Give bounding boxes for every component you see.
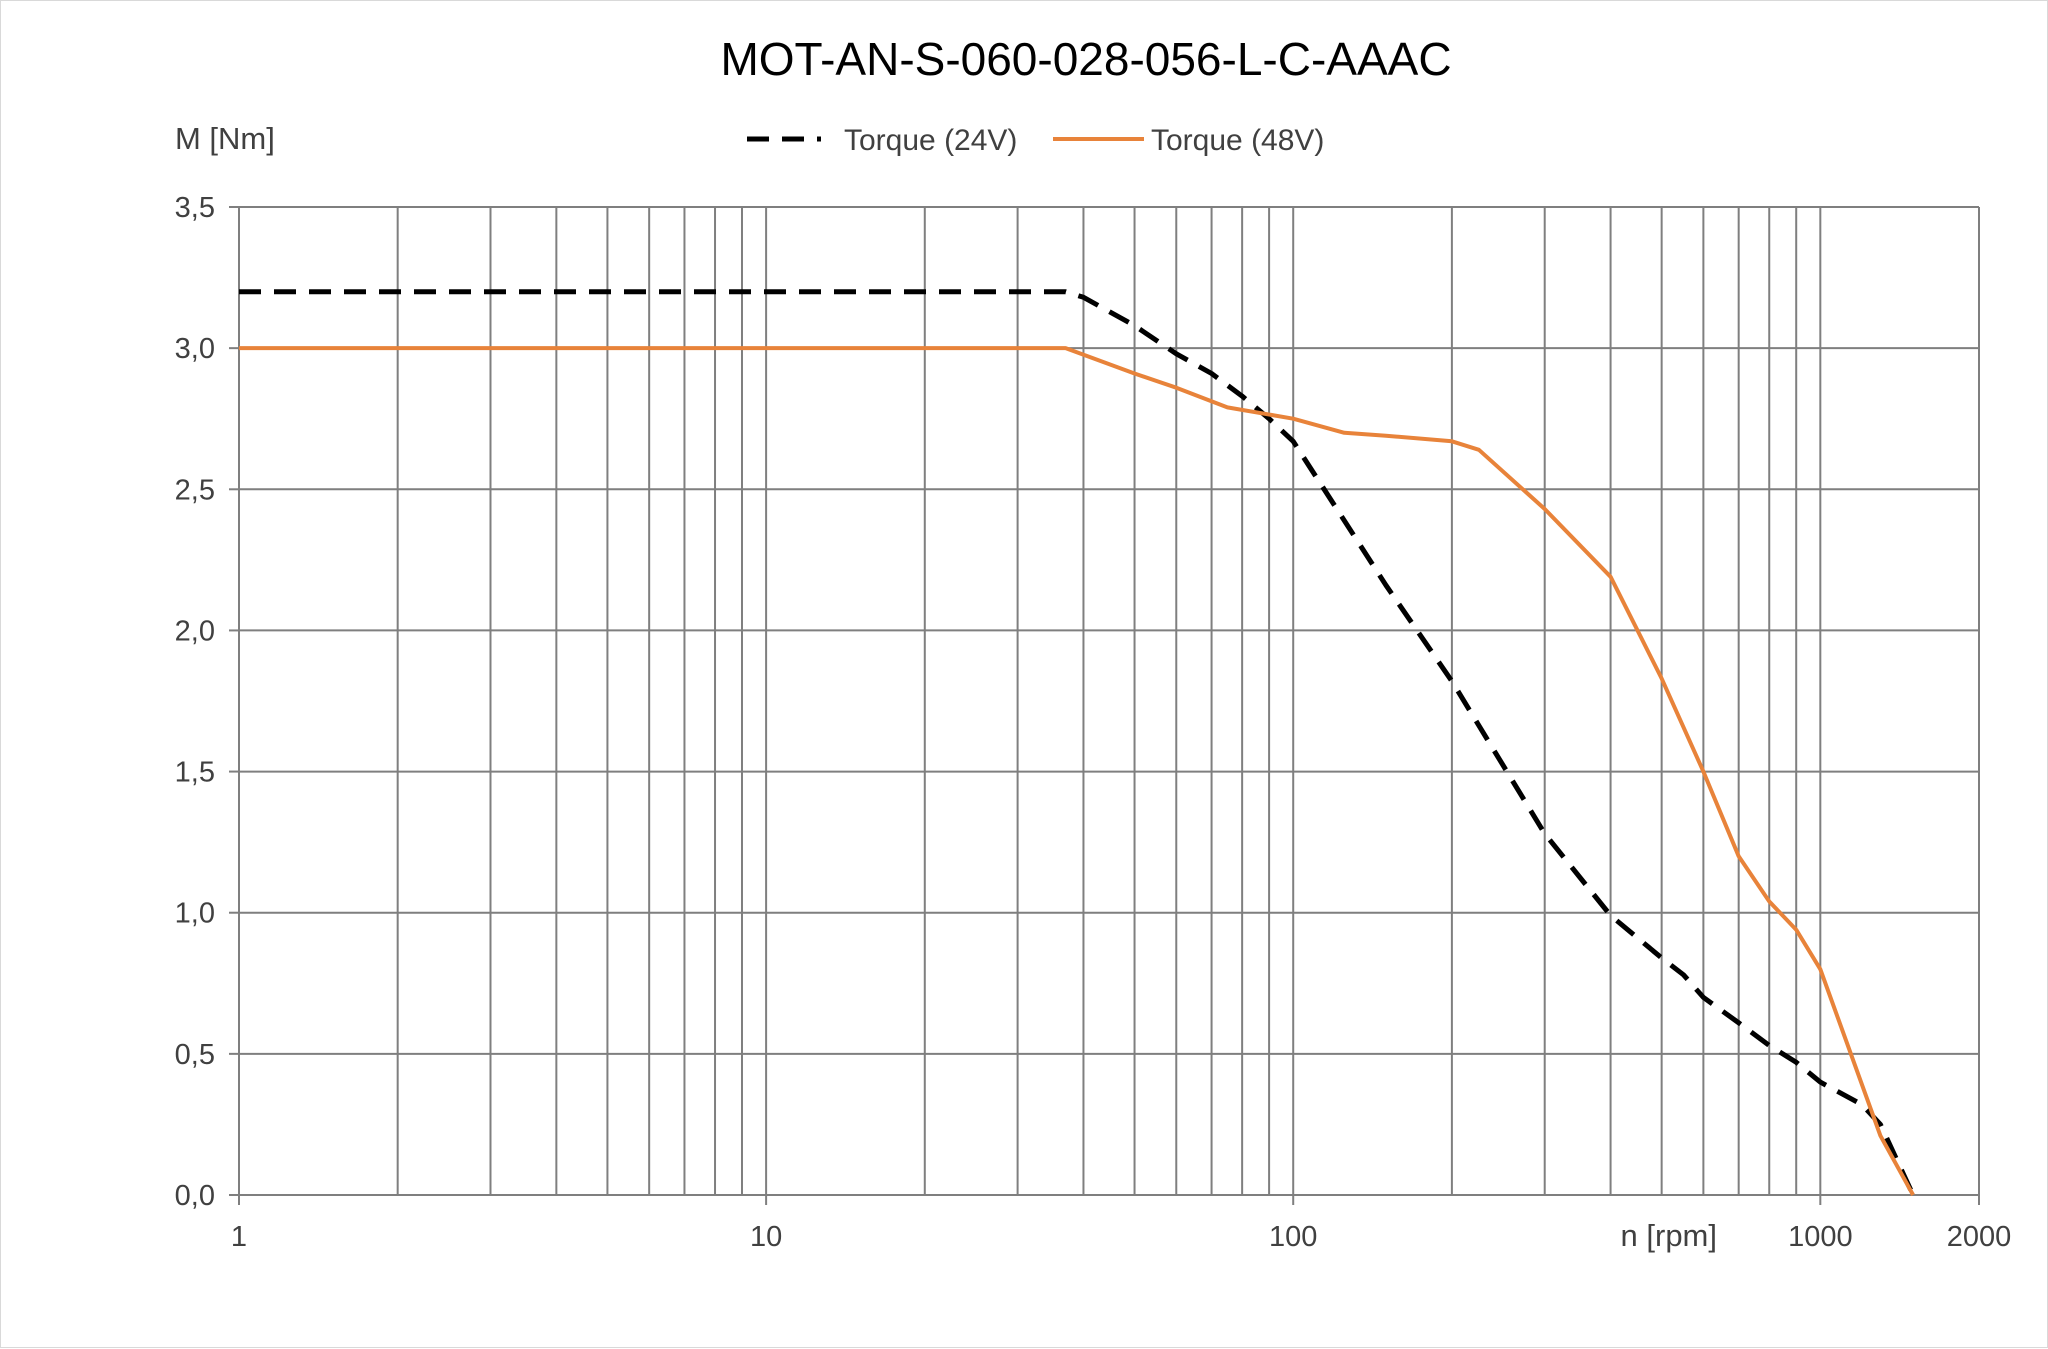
y-tick-label: 2,0 <box>175 615 215 647</box>
x-axis-label: n [rpm] <box>1621 1218 1717 1253</box>
y-tick-label: 1,0 <box>175 898 215 930</box>
y-tick-label: 1,5 <box>175 757 215 789</box>
series-lines <box>239 289 1916 1197</box>
y-tick-label: 0,0 <box>175 1180 215 1212</box>
y-tick-label: 0,5 <box>175 1039 215 1071</box>
x-tick-label: 100 <box>1269 1221 1317 1253</box>
x-tick-label: 1 <box>231 1221 247 1253</box>
legend-label-torque-48v: Torque (48V) <box>1151 124 1324 157</box>
x-tick-label: 2000 <box>1947 1221 2012 1253</box>
legend: Torque (24V) Torque (48V) <box>747 124 1324 157</box>
y-tick-label: 2,5 <box>175 474 215 506</box>
y-tick-label: 3,0 <box>175 333 215 365</box>
x-tick-label: 10 <box>750 1221 782 1253</box>
y-tick-label: 3,5 <box>175 192 215 224</box>
x-tick-label: 1000 <box>1788 1221 1853 1253</box>
y-axis-label: M [Nm] <box>175 121 275 156</box>
series-line-torque-48v <box>239 346 1915 1196</box>
legend-label-torque-24v: Torque (24V) <box>844 124 1017 157</box>
chart-title: MOT-AN-S-060-028-056-L-C-AAAC <box>720 33 1451 85</box>
axis-ticks: 0,0 0,5 1,0 1,5 2,0 2,5 3,0 3,5 1 10 100 1000 2000 <box>175 192 2012 1253</box>
grid <box>238 206 1980 1196</box>
